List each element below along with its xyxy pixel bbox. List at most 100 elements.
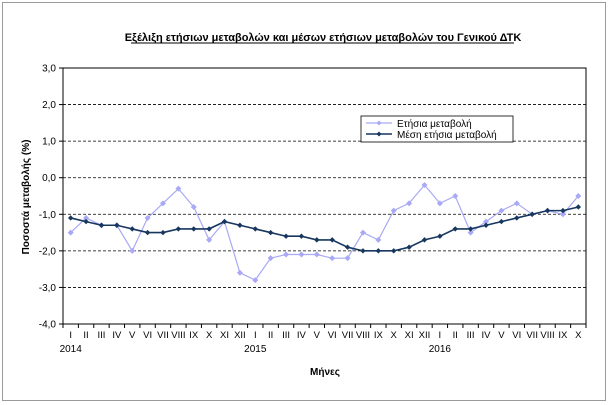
- data-point: [144, 229, 151, 236]
- year-labels: 2014 2015 2016: [60, 344, 452, 355]
- series-line: [70, 184, 579, 281]
- data-point: [406, 244, 412, 250]
- y-tick-label: -3,0: [39, 283, 57, 294]
- x-tick-label: III: [282, 330, 290, 341]
- data-point: [283, 251, 290, 258]
- x-tick-label: VII: [526, 330, 538, 341]
- data-point: [498, 218, 505, 225]
- data-point: [436, 200, 443, 207]
- data-point: [237, 222, 243, 228]
- legend-marker-annual: [376, 120, 382, 126]
- data-point: [298, 233, 305, 239]
- x-tick-label: IX: [189, 330, 199, 341]
- data-point: [391, 248, 397, 254]
- y-tick-label: 2,0: [42, 100, 56, 111]
- data-point: [252, 277, 259, 284]
- data-point: [298, 251, 305, 258]
- data-point: [191, 226, 197, 232]
- year-label: 2014: [60, 344, 83, 355]
- data-point: [575, 193, 582, 199]
- data-point: [375, 236, 382, 243]
- data-point: [559, 211, 566, 218]
- data-point: [98, 222, 105, 228]
- axes: [59, 67, 587, 328]
- data-point: [529, 211, 535, 217]
- data-point: [144, 214, 151, 221]
- x-tick-label: VII: [342, 330, 354, 341]
- data-point: [175, 185, 182, 192]
- x-tick-label: V: [314, 330, 321, 341]
- x-tick-label: V: [498, 330, 505, 341]
- data-point: [359, 229, 366, 236]
- data-point: [344, 244, 351, 250]
- x-axis-label: Μήνες: [310, 367, 340, 378]
- data-point: [129, 247, 136, 254]
- y-axis-label: Ποσοστά μεταβολής (%): [21, 140, 32, 255]
- data-point: [206, 236, 213, 243]
- plot-area-border: [62, 67, 587, 325]
- x-tick-label: XI: [220, 330, 229, 341]
- series-annual-change: [67, 182, 582, 284]
- data-point: [114, 222, 120, 228]
- x-tick-label: VIII: [540, 330, 554, 341]
- data-point: [344, 255, 351, 262]
- x-tick-label: IX: [374, 330, 384, 341]
- x-tick-label: I: [254, 330, 257, 341]
- series-mean-annual-change: [67, 204, 582, 254]
- x-tick-label: X: [391, 330, 398, 341]
- x-tick-label: VI: [328, 330, 337, 341]
- x-tick-label: I: [439, 330, 442, 341]
- data-point: [544, 207, 551, 214]
- data-point: [67, 229, 74, 236]
- y-tick-label: 3,0: [42, 64, 56, 75]
- data-point: [236, 269, 243, 276]
- x-tick-label: V: [129, 330, 136, 341]
- data-point: [575, 204, 582, 210]
- gridlines: [63, 104, 586, 288]
- data-point: [267, 229, 274, 236]
- x-tick-label: III: [97, 330, 105, 341]
- data-point: [513, 200, 520, 207]
- data-point: [160, 229, 166, 236]
- data-point: [206, 226, 212, 232]
- data-point: [406, 200, 413, 207]
- x-tick-labels: I II III IV V VI VII VIII IX X XI XII I II III IV V VI VII…: [69, 330, 582, 341]
- x-tick-label: X: [575, 330, 582, 341]
- year-label: 2016: [429, 344, 452, 355]
- data-point: [498, 207, 505, 214]
- x-tick-label: X: [206, 330, 213, 341]
- data-point: [483, 222, 489, 228]
- data-point: [67, 215, 74, 221]
- legend-box: [360, 115, 514, 143]
- y-tick-labels: 3,0 2,0 1,0 0,0 -1,0 -2,0 -3,0 -4,0: [39, 64, 57, 331]
- data-point: [467, 229, 474, 236]
- x-tick-label: II: [268, 330, 273, 341]
- data-point: [221, 218, 228, 225]
- data-point: [437, 233, 443, 239]
- chart-title: Εξέλιξη ετήσιων μεταβολών και μέσων ετήσ…: [125, 32, 522, 44]
- y-tick-label: -4,0: [39, 320, 57, 331]
- data-point: [267, 255, 274, 262]
- data-point: [514, 215, 520, 221]
- data-point: [252, 226, 258, 232]
- year-label: 2015: [244, 344, 267, 355]
- legend-label-mean: Μέση ετήσια μεταβολή: [397, 129, 497, 141]
- series-line: [70, 206, 579, 252]
- data-point: [175, 226, 182, 232]
- x-tick-label: XII: [419, 330, 431, 341]
- x-tick-label: II: [453, 330, 458, 341]
- x-tick-label: IX: [558, 330, 568, 341]
- data-point: [452, 193, 459, 199]
- data-point: [360, 248, 366, 254]
- x-tick-label: III: [467, 330, 475, 341]
- data-point: [159, 200, 166, 207]
- x-tick-label: IV: [297, 330, 307, 341]
- x-tick-label: IV: [482, 330, 492, 341]
- data-point: [190, 203, 197, 210]
- data-point: [83, 218, 89, 225]
- y-tick-label: 0,0: [42, 173, 56, 184]
- legend-label-annual: Ετήσια μεταβολή: [397, 118, 472, 130]
- data-point: [375, 248, 382, 254]
- data-point: [329, 255, 336, 262]
